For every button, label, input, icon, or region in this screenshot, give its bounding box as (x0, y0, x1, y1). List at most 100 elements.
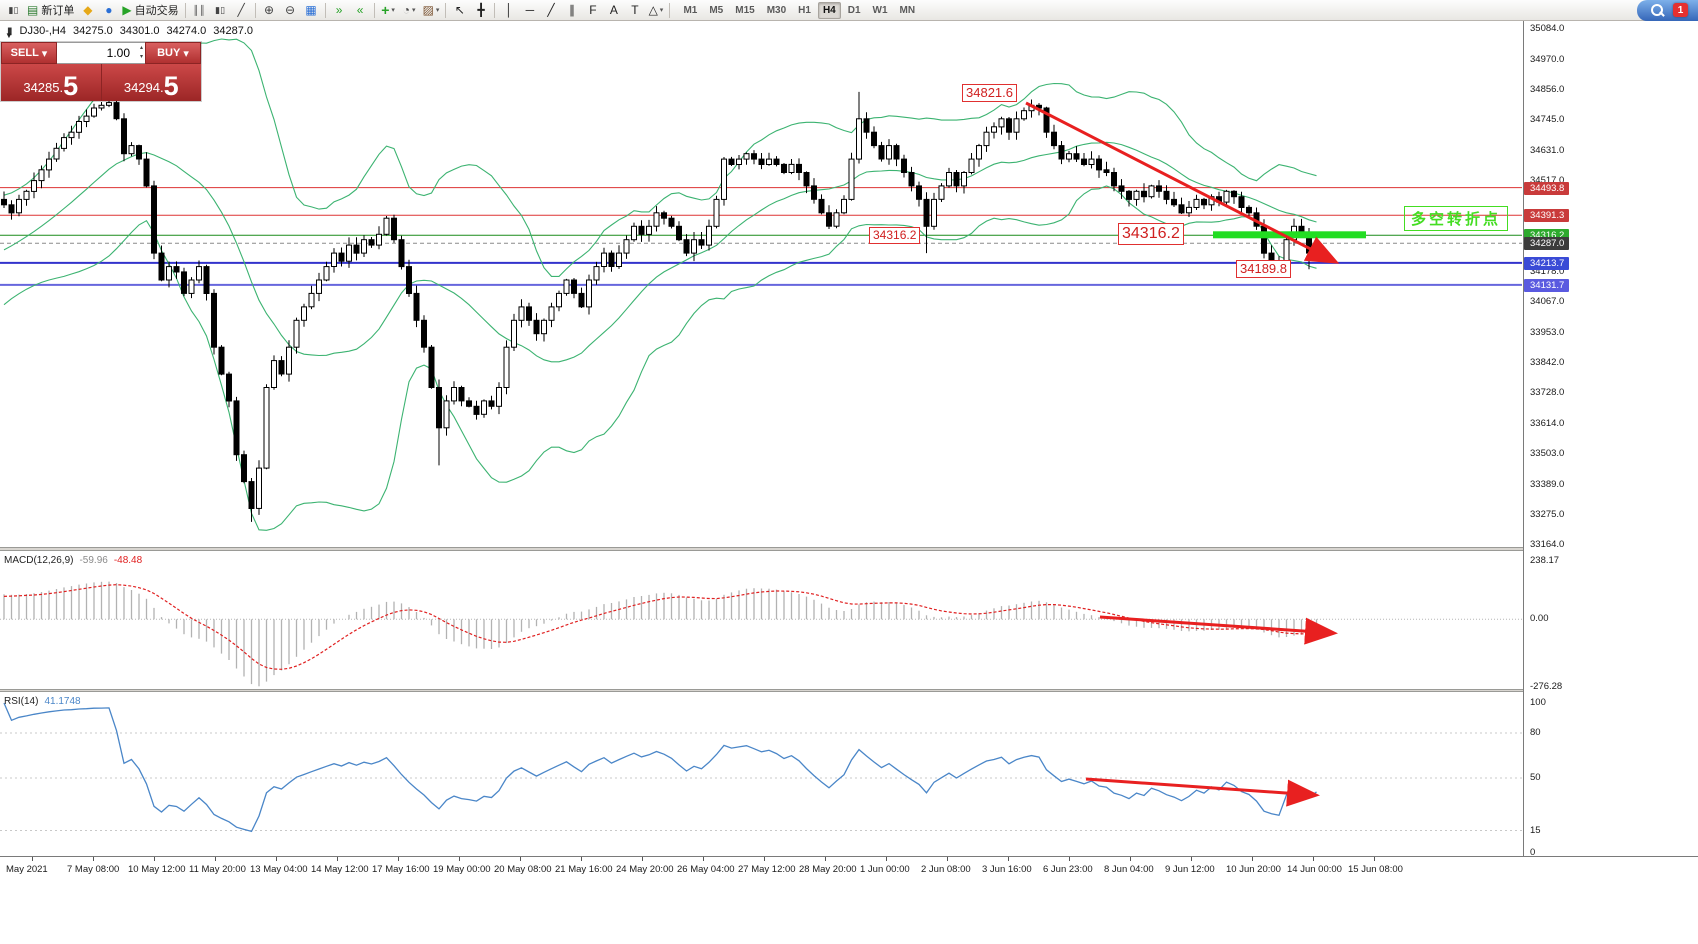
time-label: 21 May 16:00 (555, 864, 613, 875)
timeframe-H4[interactable]: H4 (817, 1, 841, 19)
macd-signal-value: -48.48 (113, 555, 143, 566)
price-annotation[interactable]: 34316.2 (869, 227, 921, 244)
candlestick-chart-icon[interactable]: ▮▯ (215, 4, 226, 15)
sell-price[interactable]: 34285. 5 (1, 64, 101, 101)
timeframe-M1[interactable]: M1 (683, 4, 698, 16)
new-chart-button[interactable]: + ▾ (381, 2, 395, 18)
rsi-scale-label: 100 (1530, 697, 1546, 708)
rsi-scale-label: 50 (1530, 772, 1541, 783)
time-label: 6 Jun 23:00 (1043, 864, 1093, 875)
search-icon[interactable] (1651, 3, 1664, 17)
time-label: 19 May 00:00 (433, 864, 491, 875)
rsi-line (3, 702, 1317, 833)
templates-button[interactable]: ▨ ▾ (422, 3, 440, 17)
macd-signal-line (3, 584, 1317, 670)
time-tick (1069, 857, 1070, 861)
line-chart-icon[interactable]: ╱ (237, 3, 245, 17)
time-tick (1374, 857, 1375, 861)
time-label: 9 Jun 12:00 (1165, 864, 1215, 875)
chart-icon: ▮ (7, 25, 13, 37)
shapes-button[interactable]: △ ▾ (648, 3, 664, 17)
volume-spinner[interactable]: ▴ ▾ (139, 45, 143, 60)
sell-button[interactable]: SELL ▾ (1, 42, 57, 64)
timeframe-M15[interactable]: M15 (735, 4, 755, 16)
timeframe-D1[interactable]: D1 (847, 4, 861, 16)
price-scale-label: 33953.0 (1530, 326, 1565, 338)
auto-scroll-icon[interactable]: » (335, 3, 343, 17)
label-icon[interactable]: T (631, 3, 639, 17)
timeframe-M5[interactable]: M5 (709, 4, 724, 16)
ohlc-high: 34301.0 (119, 25, 160, 37)
price-annotation[interactable]: 34316.2 (1118, 223, 1184, 245)
buy-button[interactable]: BUY ▾ (145, 42, 201, 64)
metaquotes-icon[interactable]: ◆ (83, 3, 93, 17)
timeframe-M30[interactable]: M30 (766, 4, 787, 16)
notification-badge[interactable]: 1 (1673, 3, 1688, 17)
toolbar: ▮▯ ▤ 新订单 ◆ ● ▶ 自动交易 ║║ ▮▯ ╱ ⊕ ⊖ ▦ » « + ▾ ◔ ▾ ▨ ▾ ↖ ╋ │ ─ ╱ ∥ F A T △ ▾… (0, 0, 1698, 21)
note-annotation[interactable]: 多空转折点 (1404, 206, 1509, 231)
timeframe-MN[interactable]: MN (899, 4, 916, 16)
time-tick (520, 857, 521, 861)
time-label: 20 May 08:00 (494, 864, 552, 875)
price-scale-label: 34178.0 (1530, 266, 1565, 278)
cursor-icon[interactable]: ↖ (454, 3, 465, 17)
price-scale-label: 34970.0 (1530, 53, 1565, 65)
time-tick (581, 857, 582, 861)
candlestick-chart[interactable] (0, 21, 1522, 547)
panel-separator[interactable] (0, 689, 1698, 692)
price-annotation[interactable]: 34189.8 (1236, 260, 1291, 279)
autotrading-button[interactable]: ▶ 自动交易 (122, 3, 179, 17)
trendline-icon[interactable]: ╱ (547, 3, 555, 17)
oneclick-collapse-icon[interactable]: ▼ (5, 31, 13, 40)
price-scale-label: 35084.0 (1530, 23, 1565, 34)
vertical-line-icon[interactable]: │ (505, 3, 513, 17)
ohlc-close: 34287.0 (213, 25, 254, 37)
price-tag: 34287.0 (1524, 237, 1570, 251)
text-icon[interactable]: A (609, 3, 618, 17)
price-annotation[interactable]: 34821.6 (962, 84, 1017, 103)
macd-scale-label: -276.28 (1530, 681, 1563, 692)
time-label: 1 Jun 00:00 (860, 864, 910, 875)
horizontal-line-icon[interactable]: ─ (525, 3, 535, 17)
tile-windows-icon[interactable]: ▦ (305, 3, 317, 17)
crosshair-icon[interactable]: ╋ (477, 3, 485, 17)
new-order-button[interactable]: ▤ 新订单 (27, 3, 75, 17)
fibonacci-icon[interactable]: F (589, 3, 597, 17)
price-tag: 34391.3 (1524, 209, 1570, 223)
time-label: 14 Jun 00:00 (1287, 864, 1342, 875)
market-watch-icon[interactable]: ● (105, 3, 113, 17)
periods-button[interactable]: ◔ ▾ (402, 3, 416, 17)
timeframe-H1[interactable]: H1 (798, 4, 811, 16)
equidistant-channel-icon[interactable]: ∥ (568, 3, 575, 17)
time-tick (1191, 857, 1192, 861)
price-scale-label: 33164.0 (1530, 539, 1565, 550)
time-label: 17 May 16:00 (372, 864, 430, 875)
time-tick (642, 857, 643, 861)
macd-chart[interactable] (0, 551, 1522, 689)
panel-separator[interactable] (0, 547, 1698, 551)
time-label: 7 May 08:00 (67, 864, 120, 875)
bar-chart-icon[interactable]: ║║ (192, 5, 206, 15)
price-scale-label: 33503.0 (1530, 447, 1565, 459)
buy-price[interactable]: 34294. 5 (100, 64, 201, 101)
chart-window-icon[interactable]: ▮▯ (8, 4, 19, 15)
chart-shift-icon[interactable]: « (356, 3, 364, 17)
zoom-out-icon[interactable]: ⊖ (285, 3, 296, 17)
volume-input[interactable]: 1.00 ▴ ▾ (57, 42, 145, 64)
ohlc-open: 34275.0 (72, 25, 113, 37)
timeframe-W1[interactable]: W1 (872, 4, 888, 16)
toolbar-search-area[interactable]: 1 (1637, 0, 1698, 21)
time-label: 28 May 20:00 (799, 864, 857, 875)
time-tick (93, 857, 94, 861)
rsi-value: 41.1748 (44, 696, 81, 707)
price-scale-label: 33275.0 (1530, 509, 1565, 521)
zoom-in-icon[interactable]: ⊕ (264, 3, 275, 17)
chevron-down-icon: ▾ (41, 47, 48, 60)
ohlc-low: 34274.0 (166, 25, 207, 37)
volume-value: 1.00 (106, 46, 130, 60)
time-tick (398, 857, 399, 861)
price-axis[interactable]: 35084.0 34970.0 34856.0 34745.0 34631.0 34517… (1523, 21, 1698, 858)
rsi-chart[interactable] (0, 692, 1522, 856)
time-axis[interactable]: May 2021 7 May 08:00 10 May 12:00 11 May 20… (0, 856, 1698, 944)
time-label: 10 Jun 20:00 (1226, 864, 1281, 875)
